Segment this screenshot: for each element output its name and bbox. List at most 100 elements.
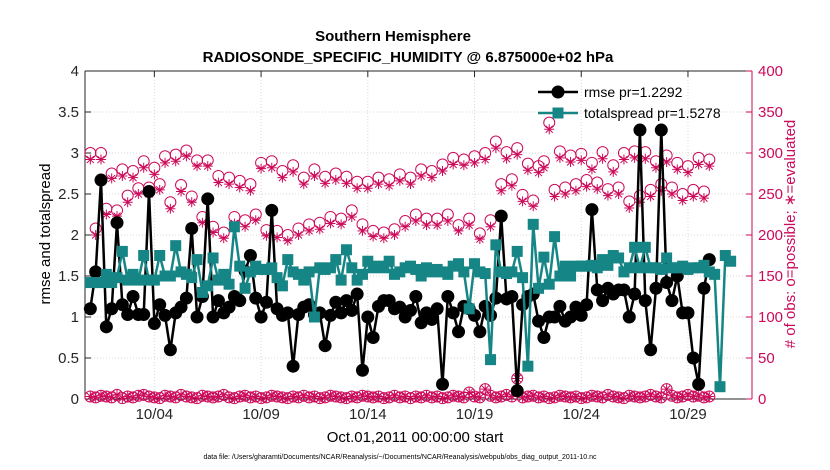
legend-spread-marker xyxy=(552,107,564,119)
series-layer xyxy=(83,123,737,398)
spread-point xyxy=(698,259,710,271)
spread-point xyxy=(559,260,571,272)
y-tick-label-right: 0 xyxy=(758,391,766,408)
spread-point xyxy=(410,263,422,275)
rmse-point xyxy=(446,306,460,320)
spread-point xyxy=(282,254,294,266)
rmse-point xyxy=(590,283,604,297)
obs-evaluated-marker xyxy=(698,193,709,204)
obs-evaluated-marker xyxy=(368,231,379,242)
obs-evaluated-marker xyxy=(666,189,677,199)
obs-evaluated-marker xyxy=(586,164,597,175)
rmse-point xyxy=(179,291,193,305)
spread-point xyxy=(351,274,363,286)
spread-point xyxy=(212,274,224,286)
obs-evaluated-marker xyxy=(522,165,533,176)
rmse-point xyxy=(265,203,279,217)
rmse-point xyxy=(147,317,161,331)
obs-possible-low-marker xyxy=(703,390,716,403)
spread-point xyxy=(116,245,128,257)
y-tick-label-left: 1.5 xyxy=(58,268,79,285)
spread-point xyxy=(324,262,336,274)
spread-point xyxy=(122,274,134,286)
obs-evaluated-marker xyxy=(112,211,123,222)
y-axis-label-left: rmse and totalspread xyxy=(37,164,54,305)
rmse-point xyxy=(580,298,594,312)
obs-evaluated-marker xyxy=(309,170,320,181)
rmse-point xyxy=(617,283,631,297)
rmse-point xyxy=(505,290,519,303)
rmse-point xyxy=(142,185,156,199)
obs-evaluated-marker xyxy=(613,189,624,199)
spread-point xyxy=(340,244,352,256)
y-tick-label-left: 3 xyxy=(71,145,79,162)
obs-evaluated-marker xyxy=(432,220,443,231)
rmse-point xyxy=(692,377,706,391)
y-tick-label-right: 300 xyxy=(758,145,783,162)
spread-point xyxy=(469,258,481,270)
spread-point xyxy=(335,274,347,286)
obs-evaluated-marker xyxy=(336,219,347,230)
spread-point xyxy=(111,272,123,284)
obs-evaluated-marker xyxy=(192,161,203,172)
obs-evaluated-marker xyxy=(661,157,672,168)
obs-evaluated-marker xyxy=(693,159,704,170)
obs-evaluated-marker xyxy=(266,162,277,173)
rmse-point xyxy=(425,312,439,326)
obs-evaluated-marker xyxy=(672,164,683,175)
obs-evaluated-marker xyxy=(362,183,373,194)
spread-point xyxy=(191,254,203,266)
spread-point xyxy=(95,277,107,289)
rmse-point xyxy=(361,310,375,324)
obs-evaluated-marker xyxy=(314,224,325,235)
obs-evaluated-marker xyxy=(677,195,688,206)
x-tick-label: 10/29 xyxy=(669,406,707,423)
spread-point xyxy=(234,260,246,272)
x-axis-label: Oct.01,2011 00:00:00 start xyxy=(327,429,504,446)
obs-evaluated-marker xyxy=(373,179,384,190)
rmse-point xyxy=(153,298,167,312)
rmse-point xyxy=(121,308,135,322)
rmse-point xyxy=(334,306,348,320)
x-tick-label: 10/04 xyxy=(136,406,174,423)
obs-evaluated-marker xyxy=(384,180,395,191)
rmse-point xyxy=(430,302,444,316)
rmse-point xyxy=(473,325,487,339)
obs-evaluated-low-marker xyxy=(656,392,667,403)
spread-point xyxy=(298,274,310,286)
rmse-point xyxy=(585,203,599,217)
obs-evaluated-marker xyxy=(250,215,261,226)
chart-title: Southern Hemisphere xyxy=(315,28,471,45)
x-tick-label: 10/19 xyxy=(456,406,494,423)
legend-rmse-marker xyxy=(551,85,565,99)
spread-point xyxy=(543,278,555,290)
obs-evaluated-marker xyxy=(416,170,427,181)
rmse-point xyxy=(638,294,652,308)
obs-evaluated-marker xyxy=(277,172,288,183)
rmse-point xyxy=(628,287,642,301)
obs-evaluated-marker xyxy=(602,190,613,201)
rmse-point xyxy=(137,308,151,322)
spread-point xyxy=(629,241,641,253)
spread-point xyxy=(565,270,577,282)
rmse-point xyxy=(281,306,295,320)
obs-evaluated-marker xyxy=(181,151,192,162)
obs-evaluated-marker xyxy=(165,203,176,214)
obs-evaluated-marker xyxy=(122,197,133,208)
obs-evaluated-marker xyxy=(138,162,149,173)
obs-evaluated-marker xyxy=(517,196,528,207)
obs-evaluated-marker xyxy=(208,227,219,238)
spread-point xyxy=(634,262,646,274)
obs-evaluated-marker xyxy=(442,216,453,227)
spread-point xyxy=(602,259,614,271)
obs-evaluated-marker xyxy=(490,143,501,154)
spread-point xyxy=(719,250,731,261)
spread-point xyxy=(639,241,651,253)
rmse-point xyxy=(622,310,636,324)
spread-point xyxy=(127,268,139,280)
obs-evaluated-marker xyxy=(538,162,549,173)
spread-point xyxy=(591,262,603,274)
spread-point xyxy=(330,254,342,266)
y-tick-label-left: 3.5 xyxy=(58,104,79,121)
spread-point xyxy=(346,262,358,274)
